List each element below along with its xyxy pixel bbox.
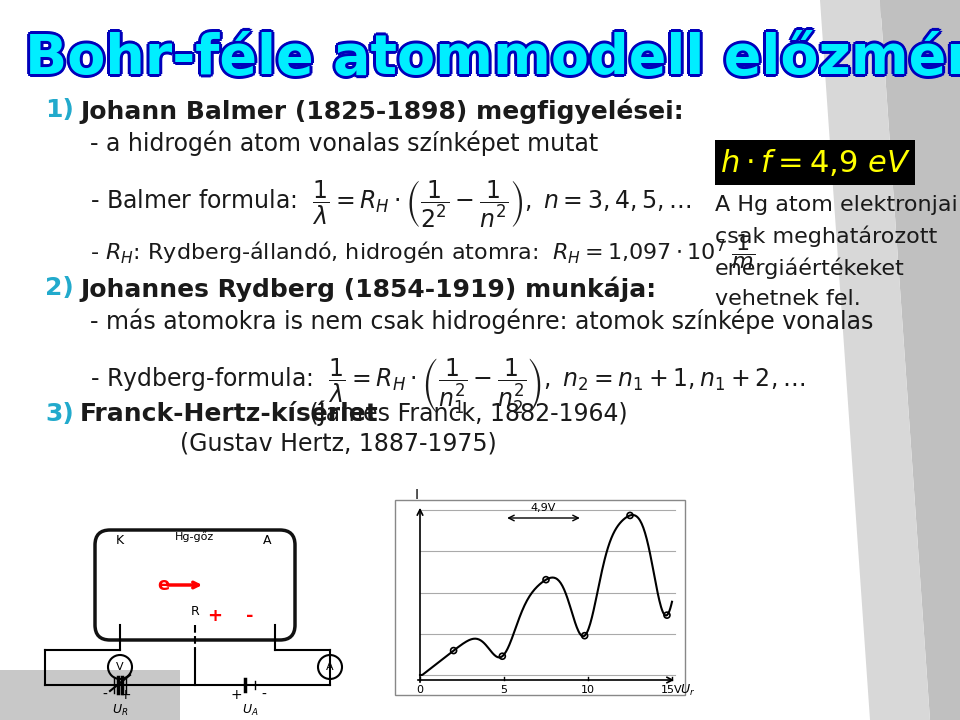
Polygon shape <box>870 0 960 140</box>
Text: - Rydberg-formula:  $\dfrac{1}{\lambda} = R_H \cdot \left(\dfrac{1}{n_1^2} - \df: - Rydberg-formula: $\dfrac{1}{\lambda} =… <box>90 356 805 415</box>
Text: $U_r$: $U_r$ <box>680 683 695 698</box>
Text: $U_R$: $U_R$ <box>111 703 129 718</box>
Text: - $R_H$: Rydberg-állandó, hidrogén atomra: $\;R_H = 1{,}097 \cdot 10^7 \; \dfrac: - $R_H$: Rydberg-állandó, hidrogén atomr… <box>90 232 756 271</box>
Bar <box>395 500 685 695</box>
Text: Bohr-féle atommodell előzményei: Bohr-féle atommodell előzményei <box>27 28 960 84</box>
Text: Bohr-féle atommodell előzményei: Bohr-féle atommodell előzményei <box>23 30 960 86</box>
Text: e: e <box>157 576 170 594</box>
Polygon shape <box>0 670 180 720</box>
Text: Hg-gőz: Hg-gőz <box>176 531 215 542</box>
Text: +: + <box>207 607 223 625</box>
Text: +: + <box>119 688 131 702</box>
Text: 4,9V: 4,9V <box>531 503 556 513</box>
Text: A Hg atom elektronjai
csak meghatározott
energiáértékeket
vehetnek fel.: A Hg atom elektronjai csak meghatározott… <box>715 195 958 309</box>
Text: 2): 2) <box>45 276 74 300</box>
Text: K: K <box>116 534 124 547</box>
Text: -: - <box>103 688 108 702</box>
Text: - más atomokra is nem csak hidrogénre: atomok színképe vonalas: - más atomokra is nem csak hidrogénre: a… <box>90 308 874 333</box>
Text: Bohr-féle atommodell előzményei: Bohr-féle atommodell előzményei <box>25 30 960 86</box>
Text: (James Franck, 1882-1964): (James Franck, 1882-1964) <box>302 402 628 426</box>
Text: 0: 0 <box>417 685 423 695</box>
Text: $h \cdot f = 4{,}9 \ eV$: $h \cdot f = 4{,}9 \ eV$ <box>720 147 910 178</box>
Text: Johann Balmer (1825-1898) megfigyelései:: Johann Balmer (1825-1898) megfigyelései: <box>80 98 684 124</box>
Text: Bohr-féle atommodell előzményei: Bohr-féle atommodell előzményei <box>22 30 960 86</box>
Bar <box>715 140 915 185</box>
Text: Bohr-féle atommodell előzményei: Bohr-féle atommodell előzményei <box>23 28 960 84</box>
Text: 15V: 15V <box>661 685 683 695</box>
Text: 5: 5 <box>500 685 508 695</box>
Text: Johannes Rydberg (1854-1919) munkája:: Johannes Rydberg (1854-1919) munkája: <box>80 276 656 302</box>
Text: A: A <box>326 662 334 672</box>
Text: Bohr-féle atommodell előzményei: Bohr-féle atommodell előzményei <box>27 30 960 86</box>
Text: V: V <box>116 662 124 672</box>
Text: Bohr-féle atommodell előzményei: Bohr-féle atommodell előzményei <box>25 28 960 84</box>
Text: Bohr-féle atommodell előzményei: Bohr-féle atommodell előzményei <box>25 32 960 88</box>
Text: A: A <box>263 534 272 547</box>
Text: 1): 1) <box>45 98 74 122</box>
Text: (Gustav Hertz, 1887-1975): (Gustav Hertz, 1887-1975) <box>180 432 496 456</box>
Polygon shape <box>820 0 930 720</box>
Text: Bohr-féle atommodell előzményei: Bohr-féle atommodell előzményei <box>25 27 960 83</box>
Text: I: I <box>415 488 419 502</box>
Polygon shape <box>880 0 960 720</box>
Text: $U_A$: $U_A$ <box>242 703 258 718</box>
Text: 10: 10 <box>581 685 595 695</box>
Text: Bohr-féle atommodell előzményei: Bohr-féle atommodell előzményei <box>25 33 960 89</box>
Text: -: - <box>261 688 267 702</box>
Text: -: - <box>247 607 253 625</box>
Text: - a hidrogén atom vonalas színképet mutat: - a hidrogén atom vonalas színképet muta… <box>90 130 598 156</box>
Text: Bohr-féle atommodell előzményei: Bohr-féle atommodell előzményei <box>28 30 960 86</box>
Text: Bohr-féle atommodell előzményei: Bohr-féle atommodell előzményei <box>23 32 960 88</box>
Text: - Balmer formula:  $\dfrac{1}{\lambda} = R_H \cdot \left(\dfrac{1}{2^2} - \dfrac: - Balmer formula: $\dfrac{1}{\lambda} = … <box>90 178 691 230</box>
Text: R: R <box>191 605 200 618</box>
Text: Bohr-féle atommodell előzményei: Bohr-féle atommodell előzményei <box>27 32 960 88</box>
Text: +: + <box>230 688 242 702</box>
Text: Franck-Hertz-kísérlet: Franck-Hertz-kísérlet <box>80 402 379 426</box>
Text: 3): 3) <box>45 402 74 426</box>
